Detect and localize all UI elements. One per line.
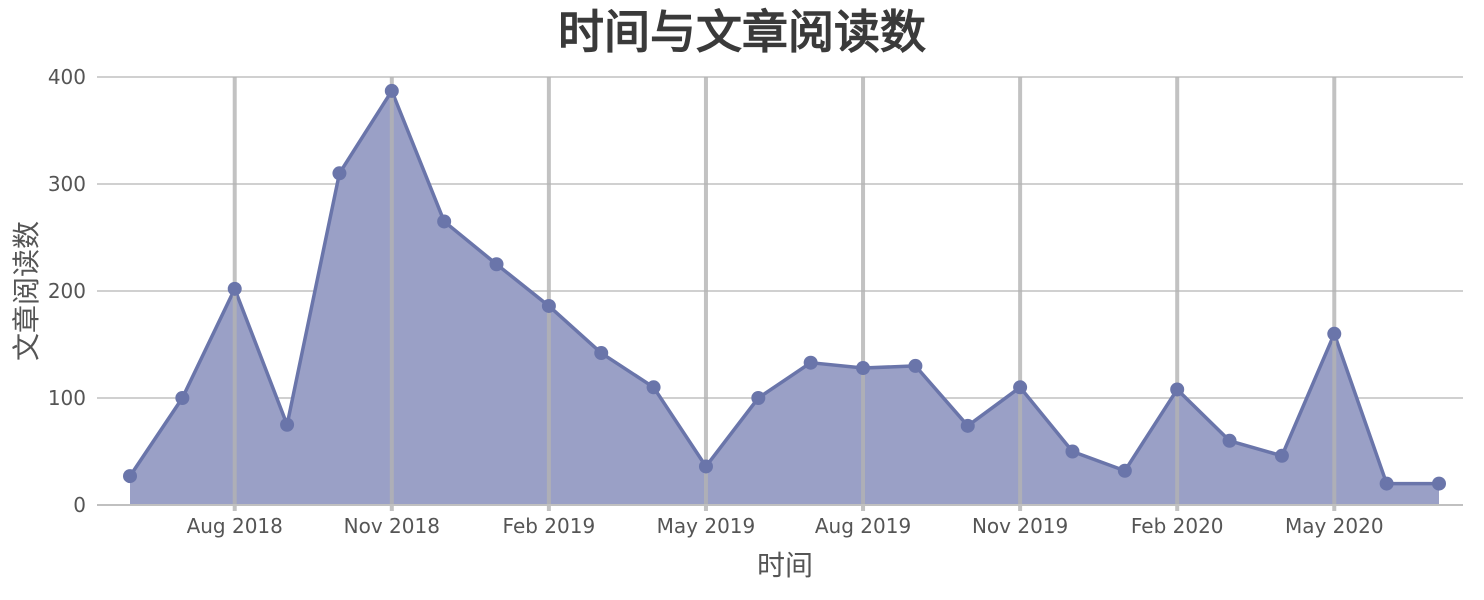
series-markers: [123, 83, 1446, 491]
data-point: [1432, 476, 1446, 491]
data-point: [751, 391, 766, 405]
x-tick-label: Nov 2018: [344, 514, 440, 538]
data-point: [856, 361, 871, 376]
series-line: [128, 89, 1439, 486]
x-tick-label: May 2019: [657, 514, 756, 538]
data-point: [332, 166, 347, 181]
data-point: [646, 380, 661, 395]
data-point: [280, 417, 295, 432]
data-point: [698, 459, 713, 474]
series-area: [130, 90, 1439, 505]
data-point: [1170, 382, 1185, 397]
x-tick-label: Feb 2020: [1131, 514, 1224, 538]
data-point: [1327, 326, 1342, 341]
data-point: [1222, 433, 1237, 448]
vertical-grid: [232, 77, 1337, 511]
data-point: [437, 214, 452, 229]
data-point: [1065, 444, 1080, 459]
data-point: [1117, 463, 1132, 478]
x-tick-label: Aug 2019: [815, 514, 911, 538]
data-point: [227, 281, 242, 296]
data-point: [960, 418, 975, 433]
x-tick-label: Aug 2018: [187, 514, 283, 538]
x-tick-label: Nov 2019: [972, 514, 1068, 538]
series-area-group: [128, 89, 1439, 505]
axes: 0 100 200 300 400 Aug 2018 Nov 2018 Feb 2019 May…: [48, 65, 1463, 538]
y-tick-label: 100: [48, 386, 86, 410]
data-point: [384, 83, 399, 98]
data-point: [908, 358, 923, 373]
data-point: [1379, 476, 1394, 491]
data-point: [489, 257, 504, 272]
data-point: [1274, 448, 1289, 463]
x-axis-title: 时间: [757, 549, 813, 582]
data-point: [175, 391, 190, 405]
data-point: [123, 469, 137, 484]
y-tick-label: 300: [48, 172, 86, 196]
y-tick-label: 400: [48, 65, 86, 89]
y-axis-title: 文章阅读数: [10, 221, 43, 361]
x-tick-label: Feb 2019: [503, 514, 596, 538]
data-point: [594, 346, 609, 361]
y-tick-label: 200: [48, 279, 86, 303]
y-tick-label: 0: [73, 493, 86, 517]
data-point: [1013, 380, 1028, 395]
chart-title: 时间与文章阅读数: [558, 5, 926, 59]
x-tick-label: May 2020: [1285, 514, 1384, 538]
data-point: [803, 355, 818, 370]
data-point: [541, 298, 556, 313]
